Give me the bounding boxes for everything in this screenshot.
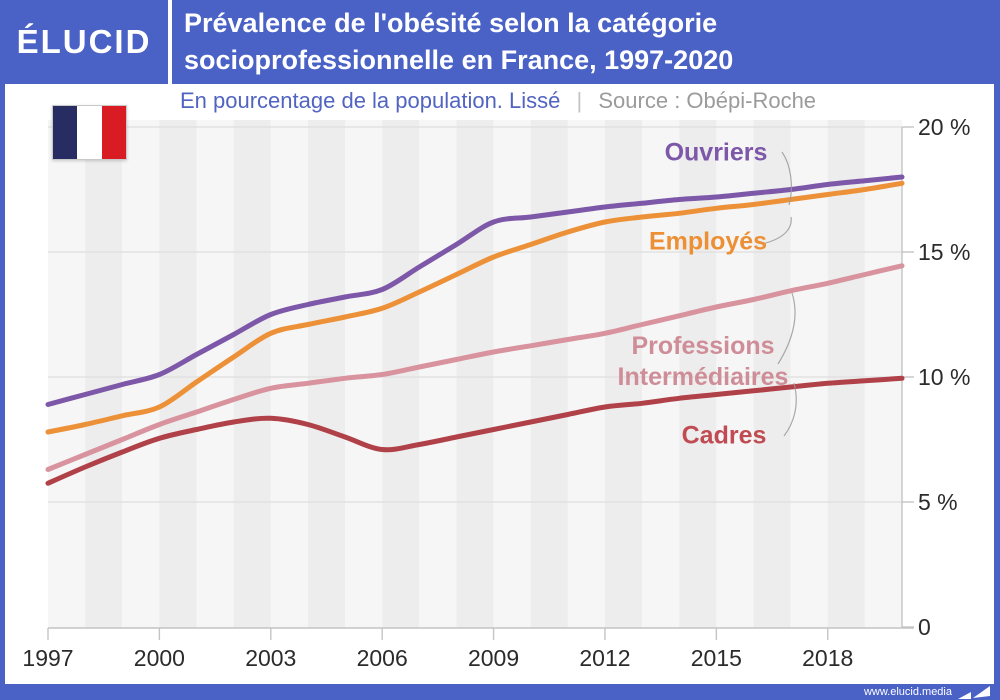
background-stripe xyxy=(456,120,494,628)
page-title-line1: Prévalence de l'obésité selon la catégor… xyxy=(184,8,718,38)
footer-bar: www.elucid.media xyxy=(0,684,1000,700)
frame-border-right xyxy=(994,84,1000,684)
label-leader-line xyxy=(783,382,797,437)
x-axis-label-2000: 2000 xyxy=(133,645,185,671)
background-stripe xyxy=(233,120,271,628)
background-stripe xyxy=(679,120,717,628)
y-axis-label-10: 10 % xyxy=(918,364,971,390)
x-axis-label-2018: 2018 xyxy=(802,645,854,671)
x-axis-label-2003: 2003 xyxy=(245,645,297,671)
subtitle-separator: | xyxy=(576,88,583,113)
series-label-line: Intermédiaires xyxy=(617,363,789,391)
x-axis-label-2012: 2012 xyxy=(579,645,631,671)
background-stripe xyxy=(307,120,346,628)
series-label-line: Ouvriers xyxy=(664,138,768,167)
label-leader-line xyxy=(761,216,792,245)
series-label-line: Cadres xyxy=(681,421,767,450)
series-label-line: Employés xyxy=(648,227,768,256)
background-stripe xyxy=(827,120,865,628)
series-label-cadres: Cadres xyxy=(682,421,767,452)
background-stripe xyxy=(567,120,605,628)
series-line-ouvriers xyxy=(45,174,905,407)
series-line-cadres xyxy=(45,375,905,486)
background-stripe xyxy=(790,120,828,628)
elucid-flag-icon xyxy=(958,686,990,699)
x-axis-label-2006: 2006 xyxy=(356,645,408,671)
label-leader-line xyxy=(777,292,796,365)
y-axis-label-0: 0 xyxy=(918,614,931,640)
line-chart xyxy=(45,120,914,640)
background-stripe xyxy=(196,120,234,628)
background-stripe xyxy=(48,120,86,628)
x-axis-label-2015: 2015 xyxy=(690,645,742,671)
subtitle-source: Source : Obépi-Roche xyxy=(598,88,817,113)
y-axis-label-15: 15 % xyxy=(918,239,971,265)
header-bar: ÉLUCID Prévalence de l'obésité selon la … xyxy=(0,0,1000,84)
series-label-employ-s: Employés xyxy=(649,227,767,258)
page-title: Prévalence de l'obésité selon la catégor… xyxy=(184,5,733,79)
y-axis-label-20: 20 % xyxy=(918,114,971,140)
footer-url: www.elucid.media xyxy=(863,686,952,698)
background-stripe xyxy=(419,120,457,628)
flag-band-white xyxy=(77,106,102,159)
series-line-professions-interm-diaires xyxy=(45,263,905,472)
background-stripe xyxy=(122,120,160,628)
background-stripe xyxy=(864,120,902,628)
x-axis-label-1997: 1997 xyxy=(22,645,74,671)
header-divider xyxy=(168,0,172,84)
frame-border-left xyxy=(0,84,5,684)
y-axis-label-5: 5 % xyxy=(918,489,958,515)
page-title-line2: socioprofessionnelle en France, 1997-202… xyxy=(184,45,734,75)
background-stripe xyxy=(493,120,531,628)
background-stripe xyxy=(85,120,123,628)
series-label-ouvriers: Ouvriers xyxy=(665,138,768,169)
elucid-logo: ÉLUCID xyxy=(16,23,152,60)
label-leader-line xyxy=(781,151,792,206)
series-line-employ-s xyxy=(45,180,905,435)
series-label-line: Professions xyxy=(631,332,775,360)
france-flag-icon xyxy=(52,105,127,160)
series-label-professions-interm-diaires: Professions Intermédiaires xyxy=(618,331,789,393)
flag-band-blue xyxy=(53,106,78,159)
x-axis-label-2009: 2009 xyxy=(467,645,520,671)
chart-subtitle: En pourcentage de la population. Lissé |… xyxy=(180,86,816,116)
subtitle-description: En pourcentage de la population. Lissé xyxy=(180,88,561,113)
background-stripe xyxy=(270,120,308,628)
background-stripe xyxy=(530,120,568,628)
flag-band-red xyxy=(101,106,126,159)
